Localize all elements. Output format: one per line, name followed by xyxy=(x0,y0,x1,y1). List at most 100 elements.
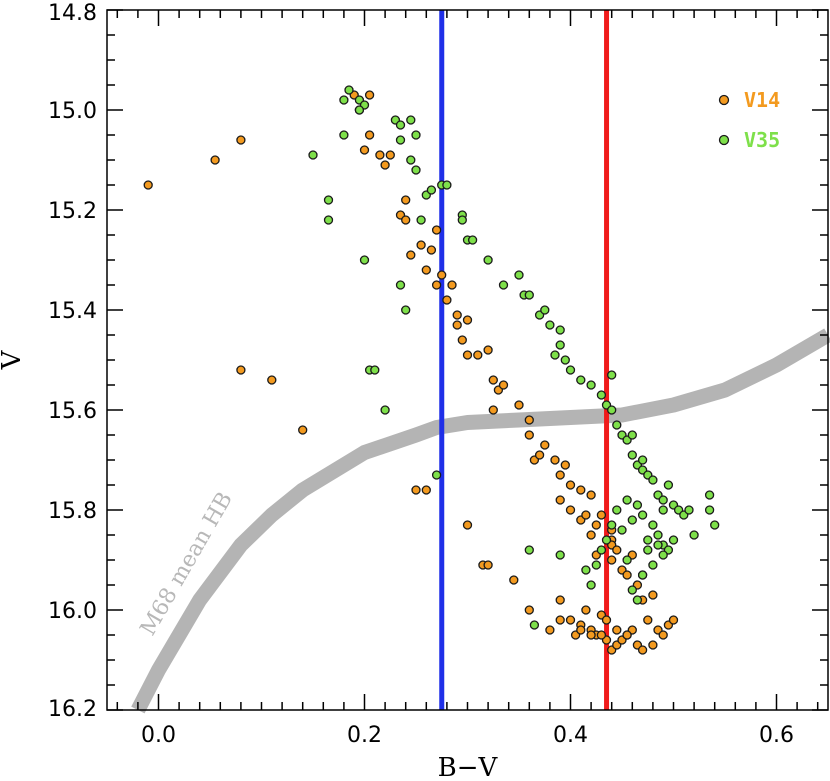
data-point xyxy=(648,560,658,570)
data-point xyxy=(565,615,576,625)
data-point xyxy=(555,615,565,625)
data-point xyxy=(395,135,406,145)
data-point xyxy=(467,235,478,245)
series-v35 xyxy=(308,85,720,630)
data-point xyxy=(406,250,416,260)
data-point xyxy=(236,135,246,145)
data-point xyxy=(607,405,617,415)
data-point xyxy=(637,645,648,655)
data-point xyxy=(452,310,462,320)
data-point xyxy=(540,440,550,450)
data-point xyxy=(612,505,622,515)
data-point xyxy=(565,480,576,490)
data-point xyxy=(452,320,462,330)
x-tick-label: 0.4 xyxy=(553,723,588,748)
data-point xyxy=(395,280,406,290)
data-point xyxy=(586,630,596,640)
data-point xyxy=(627,515,637,525)
data-point xyxy=(380,160,390,170)
data-point xyxy=(442,295,452,305)
data-point xyxy=(637,570,648,580)
data-point xyxy=(529,620,540,630)
y-tick-label: 15.8 xyxy=(48,499,97,524)
data-point xyxy=(411,485,421,495)
data-point xyxy=(565,365,576,375)
data-point xyxy=(359,145,370,155)
data-point xyxy=(421,265,431,275)
data-point xyxy=(426,185,437,195)
vertical-lines-layer xyxy=(439,10,610,710)
data-point xyxy=(534,450,545,460)
data-point xyxy=(710,520,720,530)
data-point xyxy=(658,495,668,505)
data-point xyxy=(591,560,601,570)
data-point xyxy=(385,150,395,160)
data-point xyxy=(643,535,653,545)
data-point xyxy=(617,525,627,535)
data-point xyxy=(483,255,493,265)
data-point xyxy=(416,215,426,225)
data-point xyxy=(359,255,370,265)
data-point xyxy=(509,575,519,585)
data-point xyxy=(339,130,349,140)
data-point xyxy=(612,545,622,555)
data-point xyxy=(421,485,431,495)
data-point xyxy=(622,555,632,565)
y-tick-label: 15.4 xyxy=(48,299,97,324)
data-point xyxy=(431,470,442,480)
data-point xyxy=(586,530,596,540)
data-point xyxy=(210,155,220,165)
data-point xyxy=(689,530,699,540)
data-point xyxy=(344,85,354,95)
data-point xyxy=(607,555,617,565)
data-point xyxy=(560,355,570,365)
data-point xyxy=(622,495,632,505)
data-point xyxy=(514,270,524,280)
data-point xyxy=(576,625,586,635)
data-point xyxy=(431,225,442,235)
x-tick-label: 0.0 xyxy=(141,723,176,748)
data-point xyxy=(457,215,467,225)
data-point xyxy=(462,350,473,360)
data-point xyxy=(426,245,437,255)
data-point xyxy=(364,90,375,100)
data-point xyxy=(143,180,153,190)
data-point xyxy=(488,375,498,385)
data-point xyxy=(581,565,591,575)
data-point xyxy=(524,605,534,615)
data-point xyxy=(586,490,596,500)
y-tick-label: 15.6 xyxy=(48,399,97,424)
data-point xyxy=(586,380,596,390)
axes-layer: 0.0 0.2 0.4 0.6 14.8 15.0 15.2 15.4 15.6 15.8 16.0… xyxy=(48,1,829,748)
y-tick-label: 15.0 xyxy=(48,99,97,124)
data-point xyxy=(555,550,565,560)
data-point xyxy=(576,375,586,385)
data-point xyxy=(591,520,601,530)
data-point xyxy=(550,455,560,465)
data-point xyxy=(498,380,509,390)
points-layer xyxy=(143,85,720,655)
data-point xyxy=(370,365,380,375)
data-point xyxy=(601,535,612,545)
data-point xyxy=(607,520,617,530)
data-point xyxy=(488,405,498,415)
data-point xyxy=(596,510,607,520)
data-point xyxy=(668,535,679,545)
data-point xyxy=(524,290,534,300)
y-tick-label: 16.0 xyxy=(48,599,97,624)
data-point xyxy=(267,375,277,385)
y-tick-label: 16.2 xyxy=(48,697,97,722)
legend-label-v14: V14 xyxy=(744,88,780,112)
data-point xyxy=(323,195,334,205)
data-point xyxy=(658,505,668,515)
data-point xyxy=(401,215,411,225)
legend-marker-v14 xyxy=(718,94,730,106)
data-point xyxy=(581,510,591,520)
data-point xyxy=(545,625,555,635)
data-point xyxy=(298,425,308,435)
data-point xyxy=(462,315,473,325)
data-point xyxy=(643,545,653,555)
data-point xyxy=(380,405,390,415)
data-point xyxy=(576,485,586,495)
data-point xyxy=(607,370,617,380)
